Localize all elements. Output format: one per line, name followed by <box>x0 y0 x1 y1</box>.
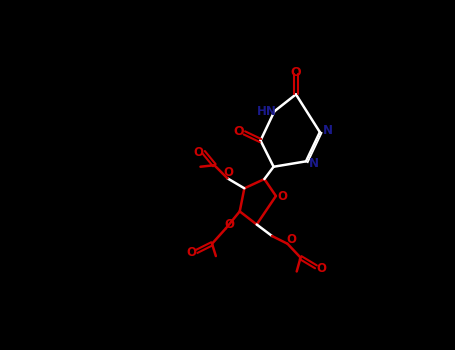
Text: O: O <box>186 246 196 259</box>
Text: O: O <box>278 190 288 203</box>
Text: O: O <box>291 65 301 78</box>
Text: O: O <box>286 233 296 246</box>
Text: O: O <box>193 146 203 159</box>
Text: O: O <box>223 166 233 180</box>
Text: O: O <box>224 218 234 231</box>
Text: N: N <box>308 157 318 170</box>
Text: O: O <box>234 125 244 138</box>
Text: HN: HN <box>257 105 277 118</box>
Text: N: N <box>323 124 333 137</box>
Text: O: O <box>316 262 326 275</box>
